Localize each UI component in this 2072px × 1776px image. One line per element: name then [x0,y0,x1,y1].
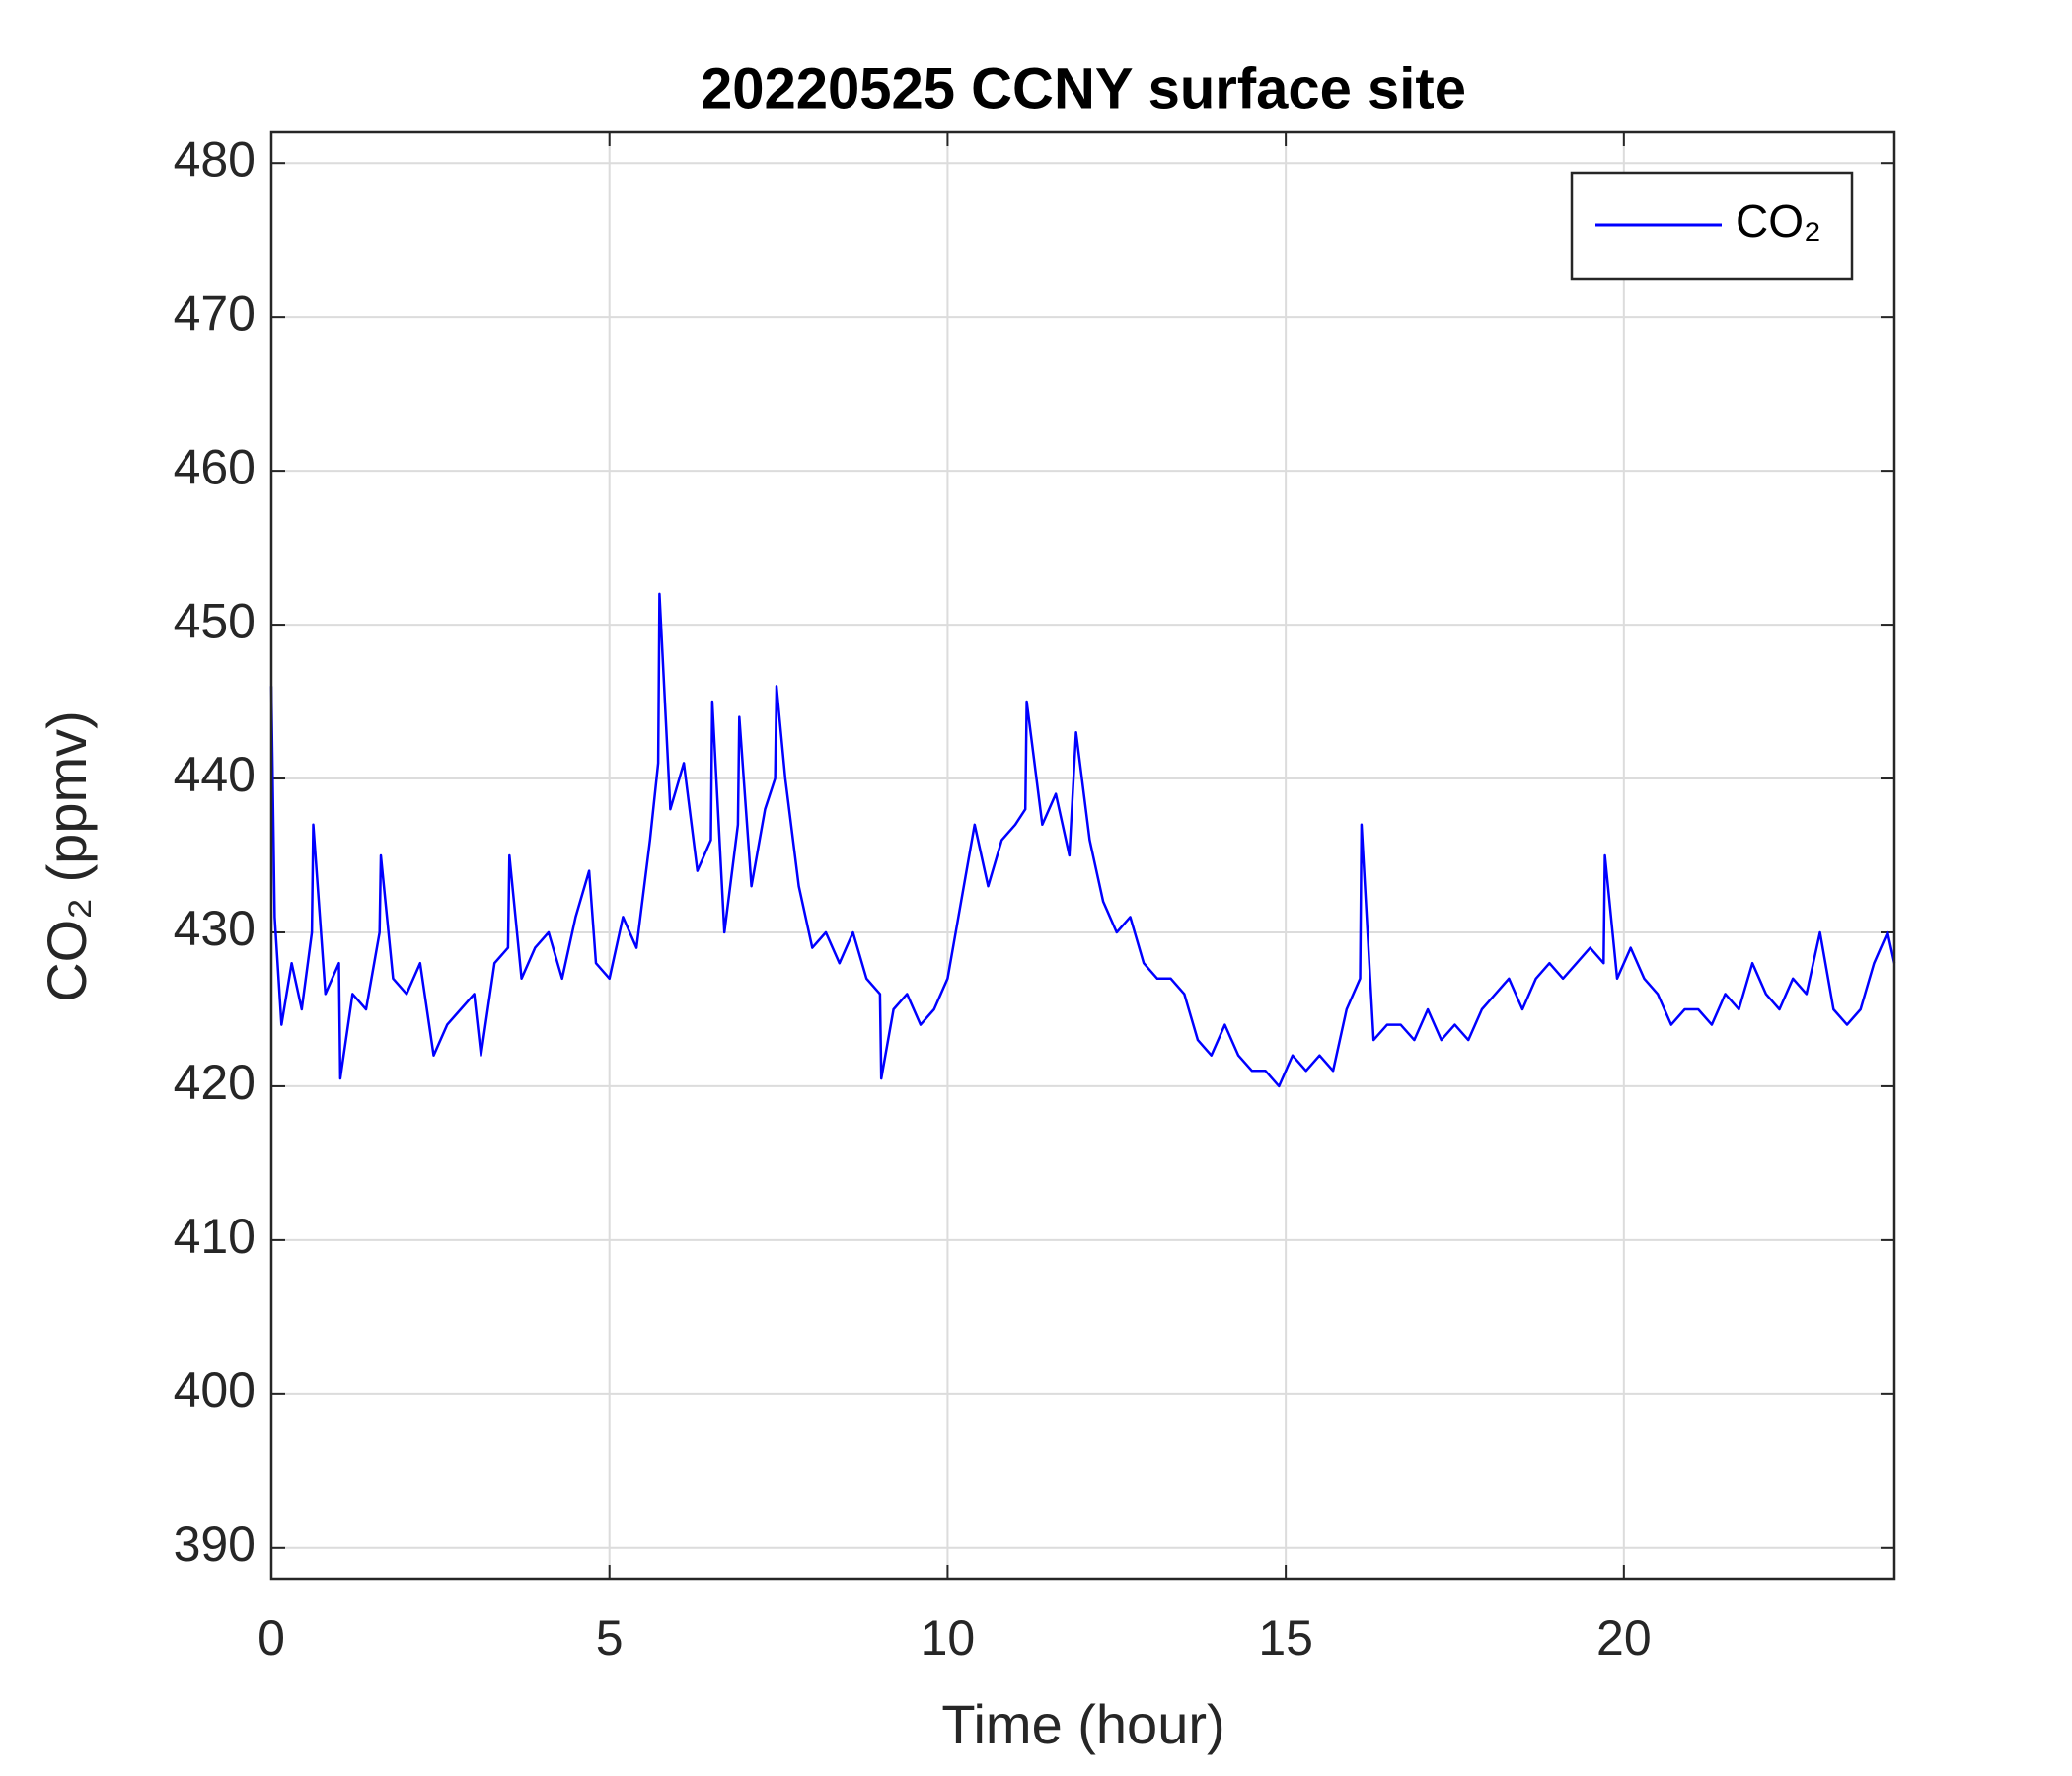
y-tick-label: 450 [174,593,256,648]
data-line [269,592,1896,1088]
y-tick-label: 390 [174,1517,256,1572]
y-tick-label: 430 [174,901,256,956]
plot-frame [269,130,1896,1581]
x-tick-label: 20 [1596,1610,1652,1665]
x-tick-label: 15 [1258,1610,1313,1665]
x-tick-label: 10 [921,1610,976,1665]
y-tick-label: 460 [174,439,256,494]
x-tick-label: 5 [596,1610,624,1665]
legend-label: CO₂ [1736,195,1821,247]
y-tick-label: 410 [174,1209,256,1264]
y-tick-label: 440 [174,747,256,802]
y-tick-label: 480 [174,131,256,186]
y-tick-label: 420 [174,1055,256,1110]
y-axis-label: CO₂ (ppmv) [36,710,98,1002]
x-tick-label: 0 [258,1610,285,1665]
x-axis-label: Time (hour) [941,1693,1224,1755]
y-tick-label: 470 [174,285,256,340]
chart-title: 20220525 CCNY surface site [701,56,1466,120]
y-tick-label: 400 [174,1363,256,1418]
